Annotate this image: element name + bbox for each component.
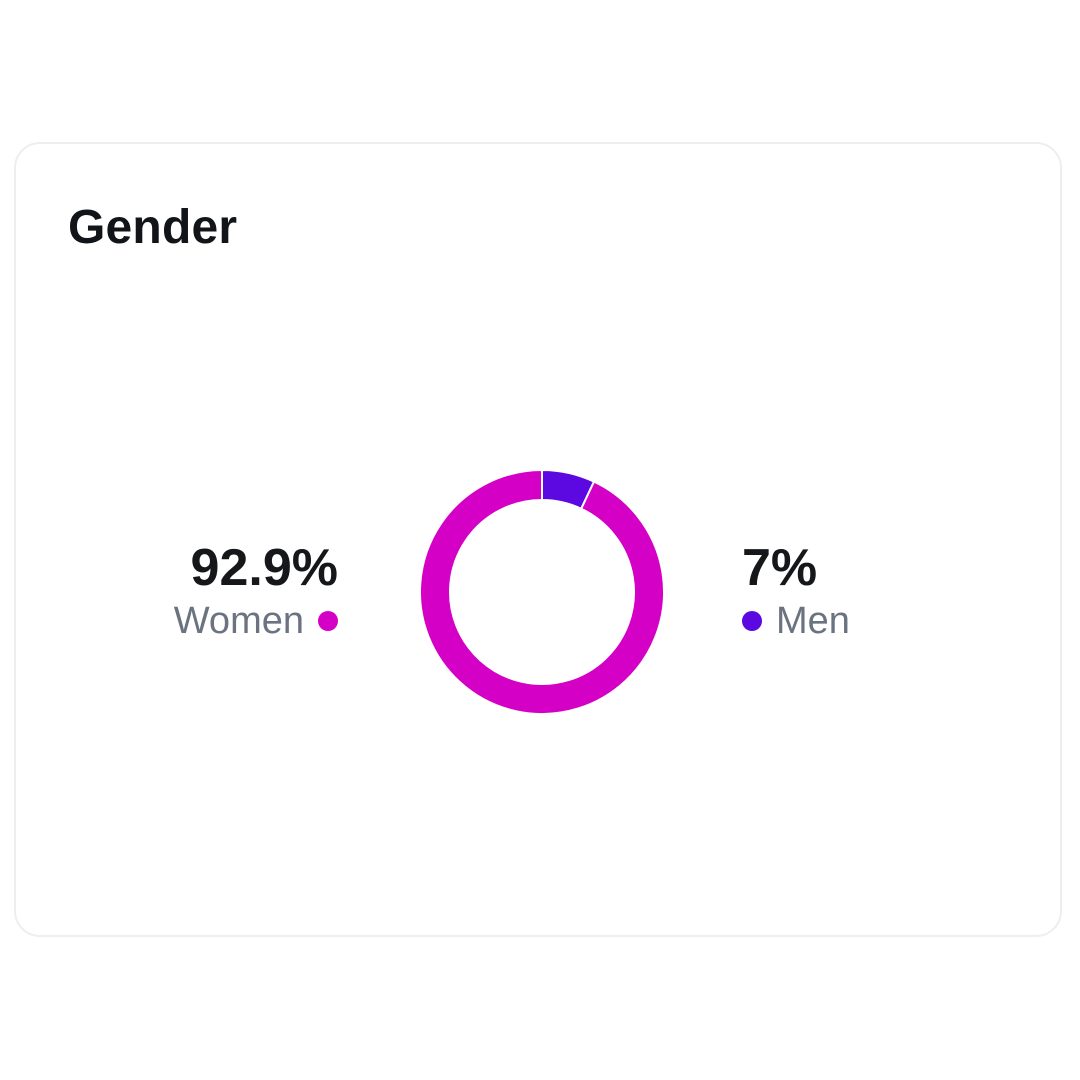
men-stat: 7% Men [742, 540, 850, 642]
men-legend: Men [742, 600, 850, 642]
gender-donut-chart [420, 470, 664, 714]
women-stat: 92.9% Women [174, 540, 338, 642]
men-label: Men [776, 600, 850, 642]
women-legend-dot [318, 611, 338, 631]
gender-card: Gender 92.9% Women 7% Men [14, 142, 1062, 937]
women-percentage: 92.9% [190, 539, 338, 597]
women-legend: Women [174, 600, 338, 642]
card-title: Gender [68, 201, 238, 254]
women-label: Women [173, 600, 304, 642]
donut-slice-women [420, 470, 664, 714]
men-legend-dot [742, 611, 762, 631]
men-percentage: 7% [742, 539, 818, 597]
